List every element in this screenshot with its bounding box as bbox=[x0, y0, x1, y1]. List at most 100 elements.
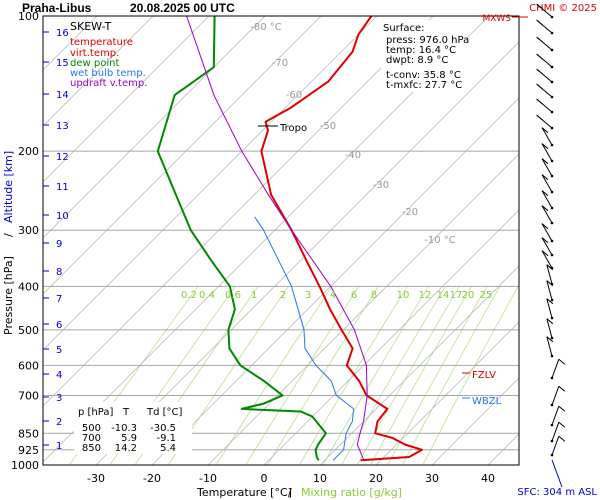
isotherm-line bbox=[43, 16, 266, 239]
wind-barb-flag bbox=[536, 19, 543, 26]
sounding-series bbox=[156, 16, 423, 462]
isotherm-label: -10 °C bbox=[424, 235, 456, 246]
datetime-title: 20.08.2025 00 UTC bbox=[130, 1, 235, 15]
wind-barb-dot bbox=[550, 126, 554, 130]
wind-barb bbox=[541, 205, 553, 224]
pressure-tick-label: 850 bbox=[18, 427, 39, 440]
wind-barb-flag bbox=[546, 280, 554, 287]
altitude-tick-label: 6 bbox=[56, 320, 62, 331]
mixing-ratio-label: 0.4 bbox=[199, 290, 215, 301]
mixing-ratio-label: 17 bbox=[450, 290, 463, 301]
wind-barb bbox=[541, 174, 553, 193]
isotherm-line bbox=[375, 321, 519, 465]
y-axis-title-2: Altitude [km] bbox=[2, 151, 15, 223]
isotherm-line bbox=[95, 41, 519, 465]
altitude-tick-label: 4 bbox=[56, 370, 62, 381]
pressure-tick-label: 1000 bbox=[11, 459, 39, 472]
wind-barb-flag bbox=[541, 127, 549, 134]
wind-barb-dot bbox=[550, 190, 554, 194]
wind-barb bbox=[551, 436, 560, 456]
isotherm-label: -50 bbox=[320, 121, 336, 132]
fzlv-label: FZLV bbox=[472, 370, 496, 381]
surface-info: Surface: press: 976.0 hPa temp: 16.4 °C … bbox=[381, 20, 469, 92]
table-cell: 700 bbox=[82, 433, 101, 444]
legend-item-temperature: temperature bbox=[70, 37, 133, 48]
mixing-ratio-label: 2 bbox=[280, 290, 286, 301]
wind-barb-flag bbox=[536, 98, 543, 105]
altitude-tick-label: 10 bbox=[56, 211, 69, 222]
wind-barb-dot bbox=[550, 143, 554, 147]
mixing-ratio-label: 6 bbox=[351, 290, 357, 301]
levels-table: p [hPa] T Td [°C] 500 -10.3 -30.5 700 5.… bbox=[74, 402, 192, 454]
table-cell: -30.5 bbox=[150, 423, 176, 434]
altitude-tick-label: 1 bbox=[56, 441, 62, 452]
pressure-tick-label: 700 bbox=[18, 389, 39, 402]
mixing-ratio-label: 0.2 bbox=[181, 290, 197, 301]
table-cell: 5.9 bbox=[121, 433, 137, 444]
wind-barb-dot bbox=[550, 15, 554, 19]
isotherm-line bbox=[319, 265, 519, 465]
legend-item-updraft: updraft v.temp. bbox=[70, 78, 147, 89]
temperature-line bbox=[260, 16, 423, 462]
surface-dwpt: dwpt: 8.9 °C bbox=[386, 55, 448, 66]
isotherm-lines bbox=[43, 16, 519, 465]
credit-label: CHMI © 2025 bbox=[529, 3, 597, 14]
table-cell: 850 bbox=[82, 443, 101, 454]
updraft-line bbox=[186, 16, 368, 461]
wind-barb-dot bbox=[550, 316, 554, 320]
pressure-tick-label: 300 bbox=[18, 224, 39, 237]
temperature-tick-label: 40 bbox=[481, 472, 495, 485]
surface-tmxfc: t-mxfc: 27.7 °C bbox=[386, 80, 462, 91]
x-axis-title-2: Mixing ratio [g/kg] bbox=[301, 486, 402, 499]
isotherm-line bbox=[151, 97, 519, 465]
wind-barb bbox=[551, 359, 560, 379]
table-cell: 500 bbox=[82, 423, 101, 434]
altitude-tick-label: 7 bbox=[56, 294, 62, 305]
table-cell: -9.1 bbox=[156, 433, 176, 444]
pressure-tick-label: 500 bbox=[18, 324, 39, 337]
wind-barb-dot bbox=[550, 253, 554, 257]
wind-barb-flag bbox=[536, 3, 543, 10]
isotherm-line bbox=[43, 16, 434, 407]
wind-barb-flag bbox=[541, 237, 549, 244]
wind-barb-dot bbox=[550, 239, 554, 243]
isotherm-label: -30 bbox=[373, 180, 389, 191]
wind-barb-dot bbox=[550, 298, 554, 302]
table-header-t: T bbox=[122, 407, 130, 418]
mixing-ratio-line bbox=[370, 286, 472, 465]
wind-barb bbox=[541, 223, 553, 242]
pressure-tick-label: 200 bbox=[18, 145, 39, 158]
altitude-tick-label: 8 bbox=[56, 267, 62, 278]
wind-barb-dot bbox=[550, 439, 554, 443]
table-header-td: Td [°C] bbox=[146, 407, 183, 418]
isotherm-line bbox=[263, 209, 519, 465]
wind-barb-flag bbox=[541, 223, 549, 230]
isotherm-line bbox=[43, 16, 378, 351]
wind-barb-dot bbox=[550, 174, 554, 178]
wind-barb-flag bbox=[541, 143, 549, 150]
wind-barb-dot bbox=[550, 159, 554, 163]
wind-barb-flag bbox=[536, 68, 543, 75]
wind-barb-dot bbox=[550, 65, 554, 69]
wind-barb-dot bbox=[550, 336, 554, 340]
pressure-tick-label: 400 bbox=[18, 280, 39, 293]
wind-barb-dot bbox=[550, 403, 554, 407]
wet-bulb-line bbox=[254, 216, 355, 461]
surface-temp: temp: 16.4 °C bbox=[386, 45, 456, 56]
altitude-tick-label: 5 bbox=[56, 345, 62, 356]
pressure-tick-labels: 100 200 300 400 500 600 700 850 925 1000 bbox=[11, 10, 39, 472]
surface-tconv: t-conv: 35.8 °C bbox=[386, 70, 461, 81]
wind-barb-dot bbox=[550, 221, 554, 225]
wind-barb-flag bbox=[558, 421, 566, 428]
mixing-ratio-line bbox=[322, 286, 429, 465]
wind-barb-flag bbox=[558, 405, 566, 412]
legend-item-dew-point: dew point bbox=[70, 58, 119, 69]
isotherm-line bbox=[43, 16, 210, 183]
altitude-tick-label: 3 bbox=[56, 393, 62, 404]
wind-barb-flag bbox=[558, 385, 566, 392]
isotherm-label: -40 bbox=[345, 150, 361, 161]
altitude-tick-label: 9 bbox=[56, 239, 62, 250]
isotherm-label: -20 bbox=[402, 207, 418, 218]
surface-info-box bbox=[381, 20, 467, 92]
legend-item-virt-temp: virt.temp. bbox=[70, 48, 119, 59]
